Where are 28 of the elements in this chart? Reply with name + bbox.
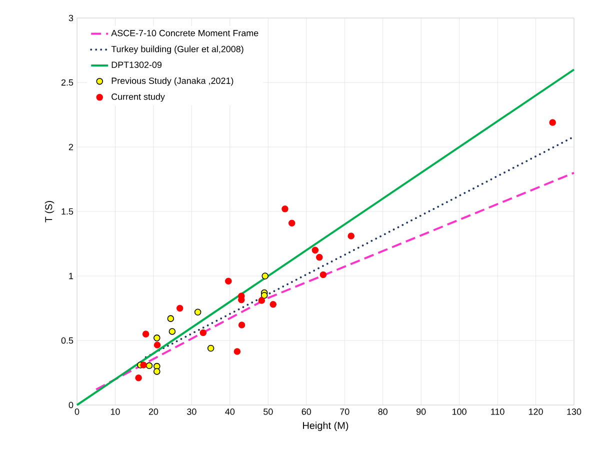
y-tick-label: 2.5 <box>61 79 74 86</box>
x-tick-label: 50 <box>264 408 273 415</box>
y-tick-label: 0 <box>68 402 74 408</box>
y-axis-title: T (S) <box>44 201 54 222</box>
y-tick-label: 3 <box>68 14 74 22</box>
x-tick-label: 10 <box>110 408 120 415</box>
x-tick-label: 90 <box>416 408 426 415</box>
x-tick-label: 80 <box>378 408 388 415</box>
legend-label: ASCE-7-10 Concrete Moment Frame <box>111 30 258 36</box>
y-tick-label: 0.5 <box>61 337 74 344</box>
y-tick-label: 2 <box>68 144 74 150</box>
x-tick-label: 60 <box>302 408 312 415</box>
x-axis-title: Height (M) <box>303 422 348 431</box>
x-tick-label: 110 <box>491 408 504 415</box>
x-tick-label: 0 <box>74 408 80 415</box>
x-tick-label: 100 <box>452 408 466 415</box>
legend-label: Turkey building (Guler et al,2008) <box>111 46 244 54</box>
x-tick-label: 40 <box>225 408 235 415</box>
x-tick-label: 120 <box>528 408 543 415</box>
y-tick-label: 1.5 <box>62 208 74 215</box>
x-tick-label: 70 <box>340 408 350 415</box>
y-tick-label: 1 <box>69 272 74 280</box>
x-tick-label: 20 <box>148 408 158 415</box>
x-tick-label: 130 <box>567 408 582 415</box>
legend-label: DPT1302-09 <box>112 62 162 68</box>
legend-label: Current study <box>112 93 165 102</box>
x-tick-label: 30 <box>187 408 196 415</box>
legend-label: Previous Study (Janaka ,2021) <box>112 77 234 86</box>
